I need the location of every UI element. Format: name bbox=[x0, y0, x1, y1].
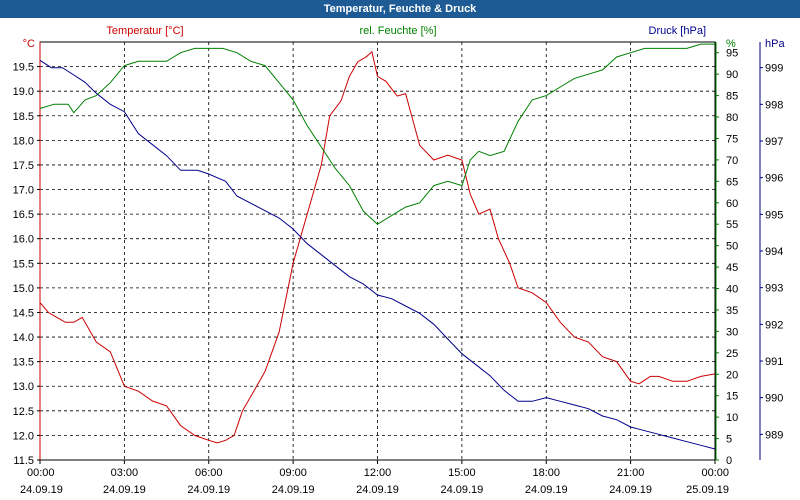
pressure-tick-label: 992 bbox=[765, 319, 783, 331]
humidity-tick-label: 55 bbox=[726, 219, 738, 231]
temperature-tick-label: 19.5 bbox=[13, 62, 34, 74]
humidity-tick-label: 90 bbox=[726, 69, 738, 81]
date-tick-label: 24.09.19 bbox=[609, 484, 652, 496]
pressure-tick-label: 990 bbox=[765, 393, 783, 405]
date-tick-label: 24.09.19 bbox=[187, 484, 230, 496]
temperature-tick-label: 11.5 bbox=[13, 455, 34, 467]
humidity-tick-label: 40 bbox=[726, 284, 738, 296]
humidity-tick-label: 95 bbox=[726, 48, 738, 60]
humidity-tick-label: 65 bbox=[726, 176, 738, 188]
pressure-unit-label: hPa bbox=[765, 38, 785, 50]
time-tick-label: 00:00 bbox=[27, 467, 55, 479]
temperature-tick-label: 16.0 bbox=[13, 234, 34, 246]
pressure-tick-label: 995 bbox=[765, 209, 783, 221]
temperature-unit-label: °C bbox=[23, 38, 35, 50]
temperature-series-line bbox=[39, 50, 716, 444]
temperature-tick-label: 16.5 bbox=[13, 209, 34, 221]
temperature-tick-label: 17.5 bbox=[13, 160, 34, 172]
pressure-series-label: Druck [hPa] bbox=[649, 25, 706, 37]
time-tick-label: 12:00 bbox=[364, 467, 392, 479]
temperature-tick-label: 14.5 bbox=[13, 307, 34, 319]
temperature-tick-label: 15.5 bbox=[13, 258, 34, 270]
humidity-tick-label: 75 bbox=[726, 133, 738, 145]
time-tick-label: 03:00 bbox=[111, 467, 139, 479]
date-tick-label: 24.09.19 bbox=[356, 484, 399, 496]
time-tick-label: 15:00 bbox=[448, 467, 476, 479]
pressure-tick-label: 989 bbox=[765, 429, 783, 441]
temperature-tick-label: 13.0 bbox=[13, 381, 34, 393]
temperature-tick-label: 18.5 bbox=[13, 111, 34, 123]
humidity-tick-label: 50 bbox=[726, 241, 738, 253]
temperature-tick-label: 19.0 bbox=[13, 86, 34, 98]
humidity-tick-label: 80 bbox=[726, 112, 738, 124]
pressure-series-line bbox=[39, 59, 716, 450]
pressure-tick-label: 996 bbox=[765, 173, 783, 185]
time-tick-label: 09:00 bbox=[279, 467, 307, 479]
temperature-tick-label: 15.0 bbox=[13, 283, 34, 295]
date-tick-label: 24.09.19 bbox=[20, 484, 63, 496]
chart-title: Temperatur, Feuchte & Druck bbox=[0, 0, 800, 18]
pressure-tick-label: 994 bbox=[765, 246, 783, 258]
pressure-tick-label: 997 bbox=[765, 136, 783, 148]
humidity-tick-label: 20 bbox=[726, 369, 738, 381]
temperature-tick-label: 13.5 bbox=[13, 357, 34, 369]
humidity-unit-label: % bbox=[726, 38, 736, 50]
date-tick-label: 24.09.19 bbox=[272, 484, 315, 496]
humidity-tick-label: 30 bbox=[726, 326, 738, 338]
temperature-tick-label: 18.0 bbox=[13, 135, 34, 147]
time-tick-label: 00:00 bbox=[701, 467, 729, 479]
time-tick-label: 21:00 bbox=[617, 467, 645, 479]
humidity-tick-label: 5 bbox=[726, 434, 732, 446]
humidity-tick-label: 15 bbox=[726, 391, 738, 403]
pressure-tick-label: 991 bbox=[765, 356, 783, 368]
time-tick-label: 18:00 bbox=[532, 467, 560, 479]
temperature-series-label: Temperatur [°C] bbox=[106, 25, 183, 37]
humidity-series-label: rel. Feuchte [%] bbox=[359, 25, 436, 37]
humidity-tick-label: 35 bbox=[726, 305, 738, 317]
temperature-tick-label: 12.5 bbox=[13, 406, 34, 418]
temperature-tick-label: 17.0 bbox=[13, 185, 34, 197]
humidity-tick-label: 85 bbox=[726, 91, 738, 103]
humidity-tick-label: 70 bbox=[726, 155, 738, 167]
temperature-tick-label: 14.0 bbox=[13, 332, 34, 344]
chart-canvas: 11.5 12.0 12.5 13.0 13.5 14.0 14.5 15.0 15.5 16.0… bbox=[13, 25, 786, 496]
date-tick-label: 24.09.19 bbox=[440, 484, 483, 496]
humidity-tick-label: 25 bbox=[726, 348, 738, 360]
humidity-tick-label: 60 bbox=[726, 198, 738, 210]
temperature-tick-label: 12.0 bbox=[13, 430, 34, 442]
time-tick-label: 06:00 bbox=[195, 467, 223, 479]
humidity-tick-label: 0 bbox=[726, 455, 732, 467]
date-tick-label: 24.09.19 bbox=[525, 484, 568, 496]
date-tick-label: 24.09.19 bbox=[103, 484, 146, 496]
humidity-tick-label: 10 bbox=[726, 412, 738, 424]
pressure-tick-label: 999 bbox=[765, 63, 783, 75]
pressure-tick-label: 993 bbox=[765, 283, 783, 295]
pressure-tick-label: 998 bbox=[765, 99, 783, 111]
date-tick-label: 25.09.19 bbox=[686, 484, 729, 496]
humidity-tick-label: 45 bbox=[726, 262, 738, 274]
humidity-series-line bbox=[39, 43, 715, 225]
